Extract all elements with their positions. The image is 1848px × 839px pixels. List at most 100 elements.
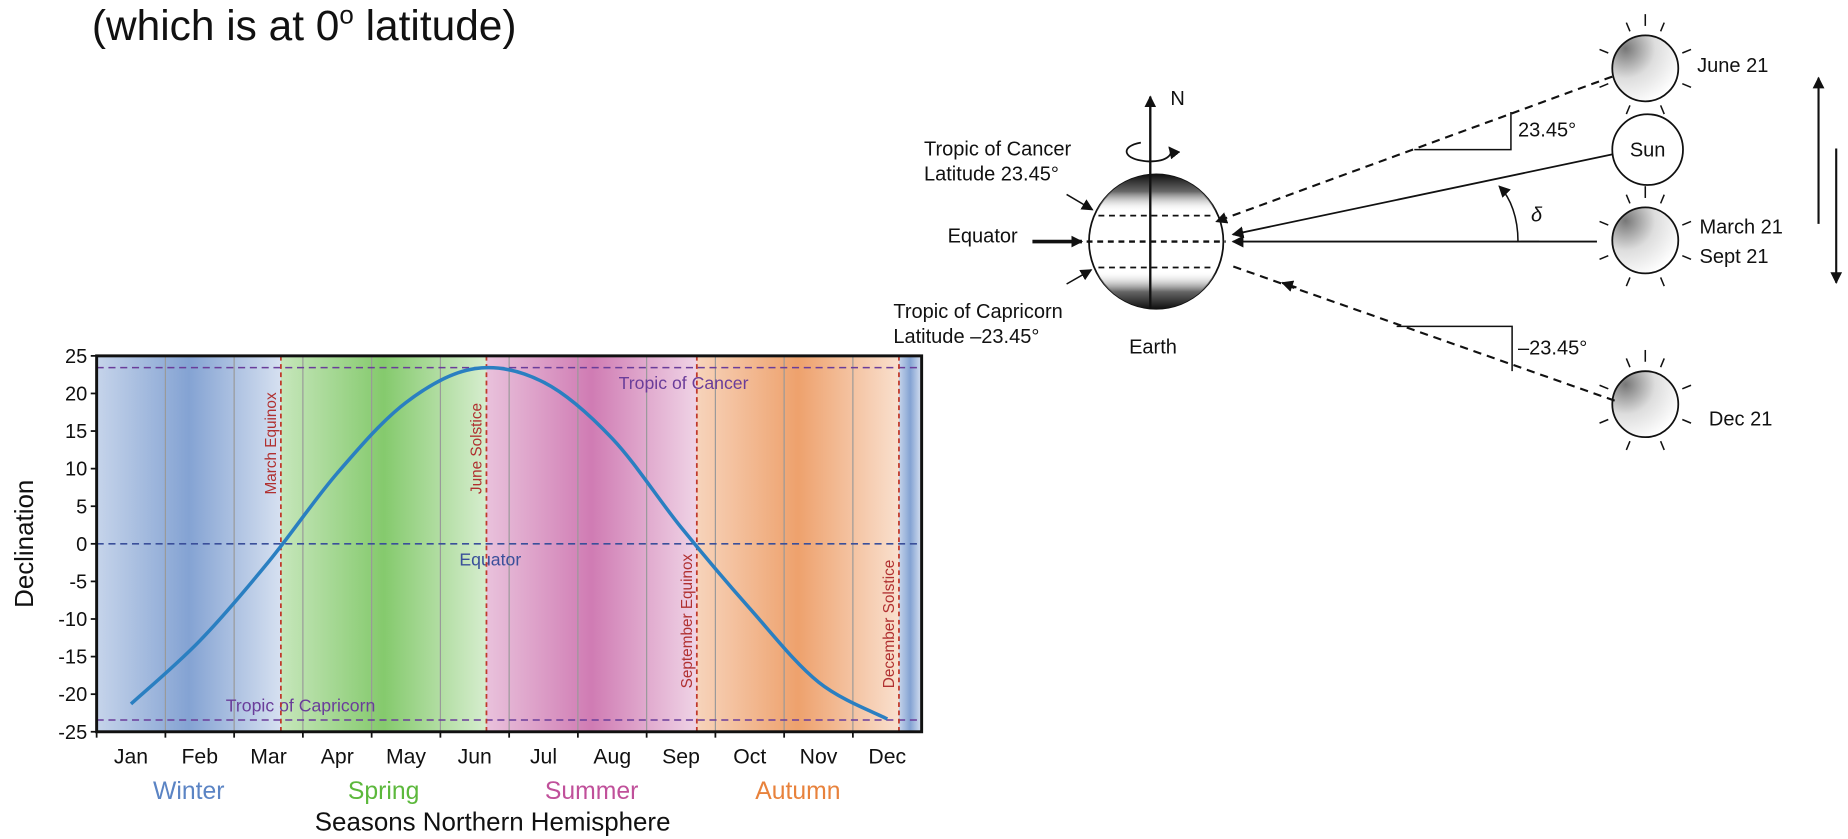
pointer — [1066, 193, 1094, 211]
angle-bracket — [1414, 111, 1512, 151]
ray — [1625, 358, 1631, 368]
label: –23.45° — [1518, 338, 1587, 360]
label: δ — [1531, 205, 1543, 227]
y-tick-label: 20 — [65, 384, 87, 406]
ray — [1625, 22, 1631, 32]
reference-label: Equator — [459, 550, 521, 570]
diagram-labels: N Tropic of Cancer Latitude 23.45° Equat… — [893, 55, 1783, 431]
ray — [1599, 255, 1609, 261]
y-tick-label: 15 — [65, 421, 87, 443]
label: Latitude –23.45° — [893, 326, 1039, 348]
x-tick-label: Feb — [181, 746, 218, 769]
x-tick-label: Oct — [733, 746, 766, 769]
ray — [1682, 255, 1692, 261]
ray — [1659, 277, 1665, 287]
y-axis-label: Declination — [11, 480, 39, 608]
label: Latitude 23.45° — [924, 163, 1059, 185]
ray — [1625, 105, 1631, 115]
sun-dec — [1611, 370, 1680, 439]
delta-arc — [1498, 185, 1519, 242]
declination-curve — [129, 365, 889, 721]
label: June 21 — [1697, 55, 1768, 77]
x-tick-label: Aug — [593, 746, 631, 769]
earth-shading — [1089, 174, 1224, 309]
ray — [1599, 48, 1609, 54]
reference-label: Tropic of Capricorn — [226, 696, 375, 716]
y-tick-label: 10 — [65, 459, 87, 481]
x-tick-label: Sep — [662, 746, 700, 769]
ray — [1599, 384, 1609, 390]
ray — [1599, 82, 1609, 88]
x-tick-label: Mar — [250, 746, 287, 769]
label: Dec 21 — [1709, 408, 1772, 430]
slide-title: (which is at 0o latitude) — [92, 2, 517, 49]
ray — [1659, 358, 1665, 368]
x-tick-label: May — [386, 746, 426, 769]
y-tick-label: -25 — [58, 722, 87, 744]
season-label: Summer — [545, 778, 638, 805]
ray — [1682, 220, 1692, 226]
season-label: Autumn — [755, 778, 840, 805]
ray — [1625, 194, 1631, 204]
pointer — [1066, 269, 1093, 285]
season-label: Winter — [153, 778, 224, 805]
ray — [1659, 22, 1665, 32]
ray — [1682, 82, 1692, 88]
ray — [1659, 440, 1665, 451]
title-superscript: o — [339, 2, 353, 30]
ray — [1659, 105, 1665, 115]
chart: -25 -20 -15 -10 -5 0 5 10 15 20 25 Jan Feb Mar Apr May J… — [11, 346, 924, 837]
sun-march — [1611, 206, 1680, 275]
y-tick-label: 0 — [76, 534, 87, 556]
label: Sun — [1630, 140, 1666, 162]
label: Tropic of Capricorn — [893, 301, 1062, 323]
event-label: September Equinox — [679, 553, 696, 688]
label: Tropic of Cancer — [924, 139, 1072, 161]
y-tick-label: -15 — [58, 647, 87, 669]
label: Sept 21 — [1700, 246, 1769, 268]
north-label: N — [1170, 88, 1184, 110]
reference-label: Tropic of Cancer — [619, 373, 749, 393]
x-tick-label: Jun — [458, 746, 492, 769]
plot-frame — [95, 354, 924, 734]
event-label: March Equinox — [263, 392, 280, 494]
ray — [1599, 220, 1609, 226]
ray — [1625, 277, 1631, 287]
label: March 21 — [1700, 216, 1783, 238]
rotation-arrow — [1125, 141, 1181, 163]
ray — [1659, 194, 1665, 204]
sun — [1611, 113, 1684, 186]
ray — [1682, 418, 1692, 424]
label: Equator — [948, 226, 1018, 248]
x-axis-label: Seasons Northern Hemisphere — [315, 809, 671, 837]
y-tick-label: 5 — [76, 496, 87, 518]
ray — [1599, 418, 1609, 424]
x-tick-label: Apr — [321, 746, 354, 769]
event-label: December Solstice — [881, 560, 898, 689]
label: Earth — [1129, 337, 1177, 359]
dec-ray — [1232, 265, 1615, 402]
title-text: (which is at 0 — [92, 2, 339, 49]
x-tick-label: Nov — [800, 746, 838, 769]
title-text: latitude) — [354, 2, 517, 49]
y-tick-label: -5 — [69, 571, 87, 593]
ray — [1682, 48, 1692, 54]
event-label: June Solstice — [469, 403, 486, 494]
ray — [1625, 440, 1631, 451]
y-tick-label: -20 — [58, 684, 87, 706]
x-tick-label: Dec — [868, 746, 906, 769]
x-tick-label: Jan — [114, 746, 148, 769]
sun-june — [1611, 34, 1680, 103]
angle-bracket — [1396, 325, 1513, 372]
label: 23.45° — [1518, 120, 1576, 142]
sun-rays — [1599, 14, 1692, 451]
sun-ray — [1231, 153, 1613, 239]
diagram — [1032, 14, 1843, 451]
ray — [1682, 384, 1692, 390]
y-tick-label: -10 — [58, 609, 87, 631]
dec-arrow — [1281, 280, 1297, 292]
season-label: Spring — [348, 778, 420, 805]
x-tick-label: Jul — [530, 746, 557, 769]
